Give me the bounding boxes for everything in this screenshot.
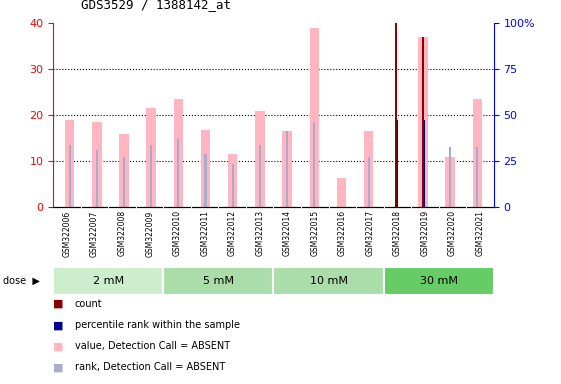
Bar xyxy=(313,122,315,207)
Text: percentile rank within the sample: percentile rank within the sample xyxy=(75,320,240,330)
Text: GSM322015: GSM322015 xyxy=(310,210,319,257)
Text: ■: ■ xyxy=(53,341,64,351)
Text: GSM322006: GSM322006 xyxy=(63,210,72,257)
Text: GSM322019: GSM322019 xyxy=(420,210,429,257)
Text: GSM322014: GSM322014 xyxy=(283,210,292,257)
Text: dose  ▶: dose ▶ xyxy=(3,276,40,286)
Bar xyxy=(146,108,156,207)
Text: 5 mM: 5 mM xyxy=(203,276,234,286)
Text: value, Detection Call = ABSENT: value, Detection Call = ABSENT xyxy=(75,341,230,351)
Bar xyxy=(163,267,274,295)
Bar xyxy=(259,145,261,207)
Text: GSM322012: GSM322012 xyxy=(228,210,237,257)
Bar xyxy=(367,157,370,207)
Text: count: count xyxy=(75,299,102,309)
Bar xyxy=(310,28,319,207)
Text: GSM322021: GSM322021 xyxy=(475,210,484,257)
Bar xyxy=(397,120,398,207)
Text: ■: ■ xyxy=(53,320,64,330)
Bar xyxy=(449,147,451,207)
Text: rank, Detection Call = ABSENT: rank, Detection Call = ABSENT xyxy=(75,362,225,372)
Text: 10 mM: 10 mM xyxy=(310,276,347,286)
Text: ■: ■ xyxy=(53,299,64,309)
Bar xyxy=(419,37,427,207)
Bar xyxy=(286,131,288,207)
Bar xyxy=(92,122,102,207)
Text: GSM322010: GSM322010 xyxy=(173,210,182,257)
Bar xyxy=(173,99,183,207)
Bar xyxy=(422,37,424,207)
Text: 2 mM: 2 mM xyxy=(93,276,124,286)
Text: GSM322009: GSM322009 xyxy=(145,210,154,257)
Bar xyxy=(96,150,98,207)
Bar xyxy=(150,145,152,207)
Bar xyxy=(177,138,180,207)
Bar xyxy=(274,267,384,295)
Bar xyxy=(65,120,75,207)
Text: GSM322017: GSM322017 xyxy=(365,210,374,257)
Bar xyxy=(255,111,265,207)
Text: GSM322016: GSM322016 xyxy=(338,210,347,257)
Text: 30 mM: 30 mM xyxy=(420,276,458,286)
Text: GSM322007: GSM322007 xyxy=(90,210,99,257)
Bar xyxy=(119,134,128,207)
Text: GSM322020: GSM322020 xyxy=(448,210,457,257)
Text: GDS3529 / 1388142_at: GDS3529 / 1388142_at xyxy=(81,0,231,12)
Bar xyxy=(445,157,455,207)
Bar xyxy=(384,267,494,295)
Bar xyxy=(282,131,292,207)
Text: ■: ■ xyxy=(53,362,64,372)
Bar xyxy=(395,23,397,207)
Bar xyxy=(68,145,71,207)
Bar xyxy=(476,147,479,207)
Bar xyxy=(53,267,163,295)
Bar xyxy=(201,130,210,207)
Text: GSM322013: GSM322013 xyxy=(255,210,264,257)
Bar xyxy=(204,154,206,207)
Bar xyxy=(424,120,425,207)
Bar xyxy=(232,164,234,207)
Bar xyxy=(472,99,482,207)
Text: GSM322018: GSM322018 xyxy=(393,210,402,257)
Text: GSM322008: GSM322008 xyxy=(118,210,127,257)
Bar xyxy=(337,178,346,207)
Bar xyxy=(123,157,125,207)
Bar xyxy=(364,131,374,207)
Bar xyxy=(228,154,237,207)
Text: GSM322011: GSM322011 xyxy=(200,210,209,257)
